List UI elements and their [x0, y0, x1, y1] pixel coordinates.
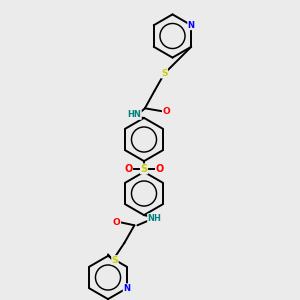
Text: O: O: [124, 164, 133, 174]
Text: O: O: [155, 164, 164, 174]
Text: O: O: [162, 107, 170, 116]
Text: S: S: [140, 164, 148, 174]
Text: N: N: [123, 284, 130, 293]
Text: HN: HN: [128, 110, 141, 119]
Text: NH: NH: [148, 214, 161, 223]
Text: N: N: [188, 21, 195, 30]
Text: S: S: [161, 69, 168, 78]
Text: O: O: [113, 218, 121, 227]
Text: S: S: [112, 256, 118, 265]
